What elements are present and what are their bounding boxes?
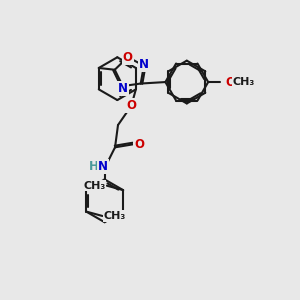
Text: O: O	[123, 51, 133, 64]
Text: O: O	[126, 99, 136, 112]
Text: H: H	[89, 160, 99, 173]
Text: N: N	[139, 58, 149, 71]
Text: O: O	[134, 138, 144, 151]
Text: N: N	[118, 82, 128, 95]
Text: CH₃: CH₃	[104, 211, 126, 221]
Text: CH₃: CH₃	[83, 181, 105, 191]
Text: CH₃: CH₃	[232, 77, 255, 87]
Text: N: N	[98, 160, 108, 173]
Text: O: O	[225, 76, 236, 88]
